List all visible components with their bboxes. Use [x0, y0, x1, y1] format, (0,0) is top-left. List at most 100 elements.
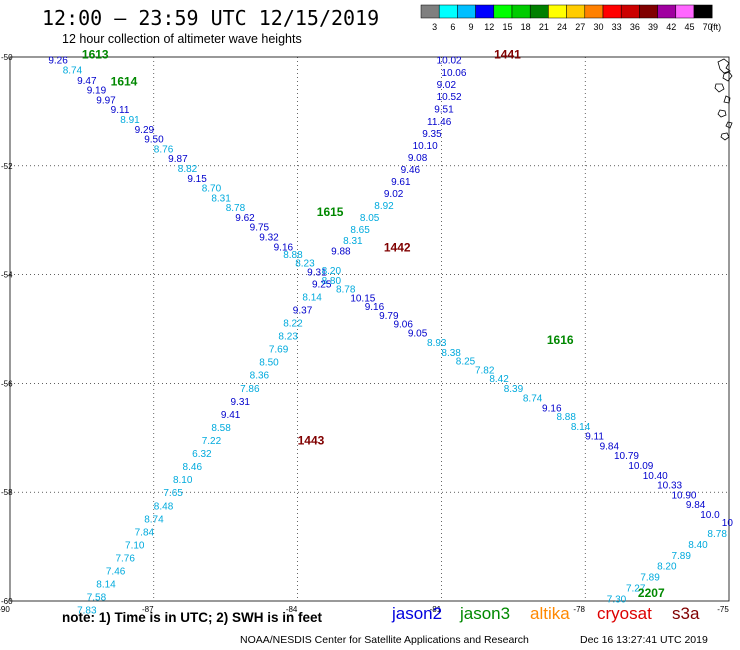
legend-jason2: jason2 — [392, 604, 443, 623]
wave-height-label: 8.31 — [343, 236, 363, 247]
colorbar-label: 27 — [575, 22, 585, 32]
lat-tick-label: -60 — [1, 597, 13, 606]
coastline-segment — [714, 83, 725, 93]
wave-height-label: 8.76 — [154, 144, 174, 155]
wave-height-label: 9.31 — [307, 267, 327, 278]
wave-height-label: 8.14 — [571, 422, 591, 433]
wave-height-label: 8.48 — [154, 501, 174, 512]
wave-height-label: 9.87 — [168, 154, 188, 165]
wave-height-label: 7.30 — [607, 594, 627, 605]
wave-height-label: 8.23 — [278, 332, 298, 343]
colorbar-label: 9 — [469, 22, 474, 32]
lon-tick-label: -90 — [0, 605, 10, 614]
wave-height-label: 7.58 — [87, 593, 107, 604]
map-notes: note: 1) Time is in UTC; 2) SWH is in fe… — [62, 610, 323, 625]
pass-time-label: 1614 — [111, 74, 138, 88]
wave-height-label: 7.27 — [626, 583, 646, 594]
colorbar-label: 30 — [593, 22, 603, 32]
page-subtitle: 12 hour collection of altimeter wave hei… — [62, 32, 302, 46]
wave-height-label: 9.37 — [293, 305, 313, 316]
wave-height-label: 8.74 — [144, 514, 164, 525]
wave-height-label: 8.74 — [523, 394, 543, 405]
wave-height-label: 8.82 — [178, 164, 198, 175]
wave-height-label: 8.88 — [283, 250, 303, 261]
wave-height-label: 8.42 — [489, 374, 509, 385]
coastline-segment — [723, 95, 731, 104]
wave-height-label: 9.31 — [230, 397, 250, 408]
wave-height-label: 8.70 — [202, 184, 222, 195]
wave-height-label: 9.84 — [600, 441, 620, 452]
coastline-segment — [717, 109, 727, 118]
colorbar-label: 70 — [703, 22, 713, 32]
wave-height-label: 8.91 — [120, 115, 140, 126]
wave-height-label: 8.14 — [302, 292, 322, 303]
coastline-segment — [725, 121, 733, 129]
wave-height-label: 10.10 — [413, 141, 438, 152]
lat-tick-label: -56 — [1, 379, 13, 388]
wave-height-label: 9.84 — [686, 500, 706, 511]
wave-height-label: 9.88 — [331, 247, 351, 258]
legend-jason3: jason3 — [460, 604, 511, 623]
wave-height-label: 8.74 — [63, 66, 83, 77]
wave-height-label: 7.86 — [240, 384, 260, 395]
wave-height-label: 8.05 — [360, 213, 380, 224]
wave-height-label: 10 — [722, 518, 734, 529]
wave-height-label: 9.02 — [384, 189, 404, 200]
lon-tick-label: -75 — [717, 605, 729, 614]
lat-tick-label: -54 — [1, 271, 13, 280]
wave-height-colorbar: 3 6 9 12 15 18 21 24 27 30 33 36 39 42 45 70(ft) — [420, 4, 721, 32]
lat-tick-label: -50 — [1, 53, 13, 62]
wave-height-label: 11.46 — [427, 117, 452, 128]
wave-height-label: 8.92 — [374, 201, 394, 212]
wave-height-label: 9.62 — [235, 213, 255, 224]
colorbar-label: 15 — [502, 22, 512, 32]
legend-altika: altika — [530, 604, 570, 623]
pass-time-label: 1441 — [494, 47, 521, 61]
wave-height-label: 10.79 — [614, 451, 639, 462]
wave-height-label: 8.20 — [657, 562, 677, 573]
wave-height-label: 8.36 — [250, 371, 270, 382]
colorbar-label: 45 — [684, 22, 694, 32]
footer-credit: NOAA/NESDIS Center for Satellite Applica… — [240, 634, 529, 646]
wave-height-label: 7.84 — [135, 527, 155, 538]
wave-height-label: 7.65 — [163, 488, 183, 499]
wave-height-label: 9.29 — [135, 125, 155, 136]
wave-height-label: 9.11 — [111, 105, 130, 116]
wave-height-label: 7.76 — [115, 553, 135, 564]
pass-time-label: 2207 — [638, 586, 665, 600]
wave-height-label: 9.97 — [96, 95, 116, 106]
wave-height-label: 9.41 — [221, 410, 241, 421]
lat-tick-label: -52 — [1, 162, 13, 171]
wave-height-label: 9.26 — [48, 56, 68, 67]
wave-height-label: 8.38 — [441, 348, 461, 359]
wave-height-label: 10.0 — [700, 510, 720, 521]
wave-height-label: 9.11 — [585, 432, 604, 443]
legend-cryosat: cryosat — [597, 604, 652, 623]
wave-height-label: 9.51 — [434, 105, 454, 116]
lon-tick-label: -81 — [430, 605, 442, 614]
wave-height-label: 7.46 — [106, 567, 126, 578]
wave-height-label: 7.82 — [475, 365, 495, 376]
altimeter-pass-a: 9.268.749.479.199.979.118.919.299.508.76… — [48, 56, 720, 521]
pass-time-label: 1443 — [298, 434, 325, 448]
wave-height-label: 6.32 — [192, 449, 212, 460]
wave-height-label: 8.10 — [173, 475, 193, 486]
wave-height-label: 9.16 — [542, 403, 562, 414]
wave-height-label: 8.25 — [456, 357, 476, 368]
map-frame — [9, 56, 730, 602]
wave-height-label: 8.78 — [226, 203, 246, 214]
pass-time-label: 1616 — [547, 333, 574, 347]
wave-height-label: 9.25 — [312, 279, 332, 290]
wave-height-label: 7.69 — [269, 345, 289, 356]
legend-s3a: s3a — [672, 604, 700, 623]
wave-height-label: 9.19 — [87, 86, 107, 97]
wave-height-label: 8.31 — [211, 193, 231, 204]
lon-tick-label: -78 — [573, 605, 585, 614]
colorbar-label: 39 — [648, 22, 658, 32]
wave-height-label: 8.23 — [295, 259, 315, 270]
wave-height-label: 8.88 — [556, 412, 576, 423]
wave-height-label: 10.06 — [441, 68, 466, 79]
colorbar-label: 33 — [612, 22, 622, 32]
